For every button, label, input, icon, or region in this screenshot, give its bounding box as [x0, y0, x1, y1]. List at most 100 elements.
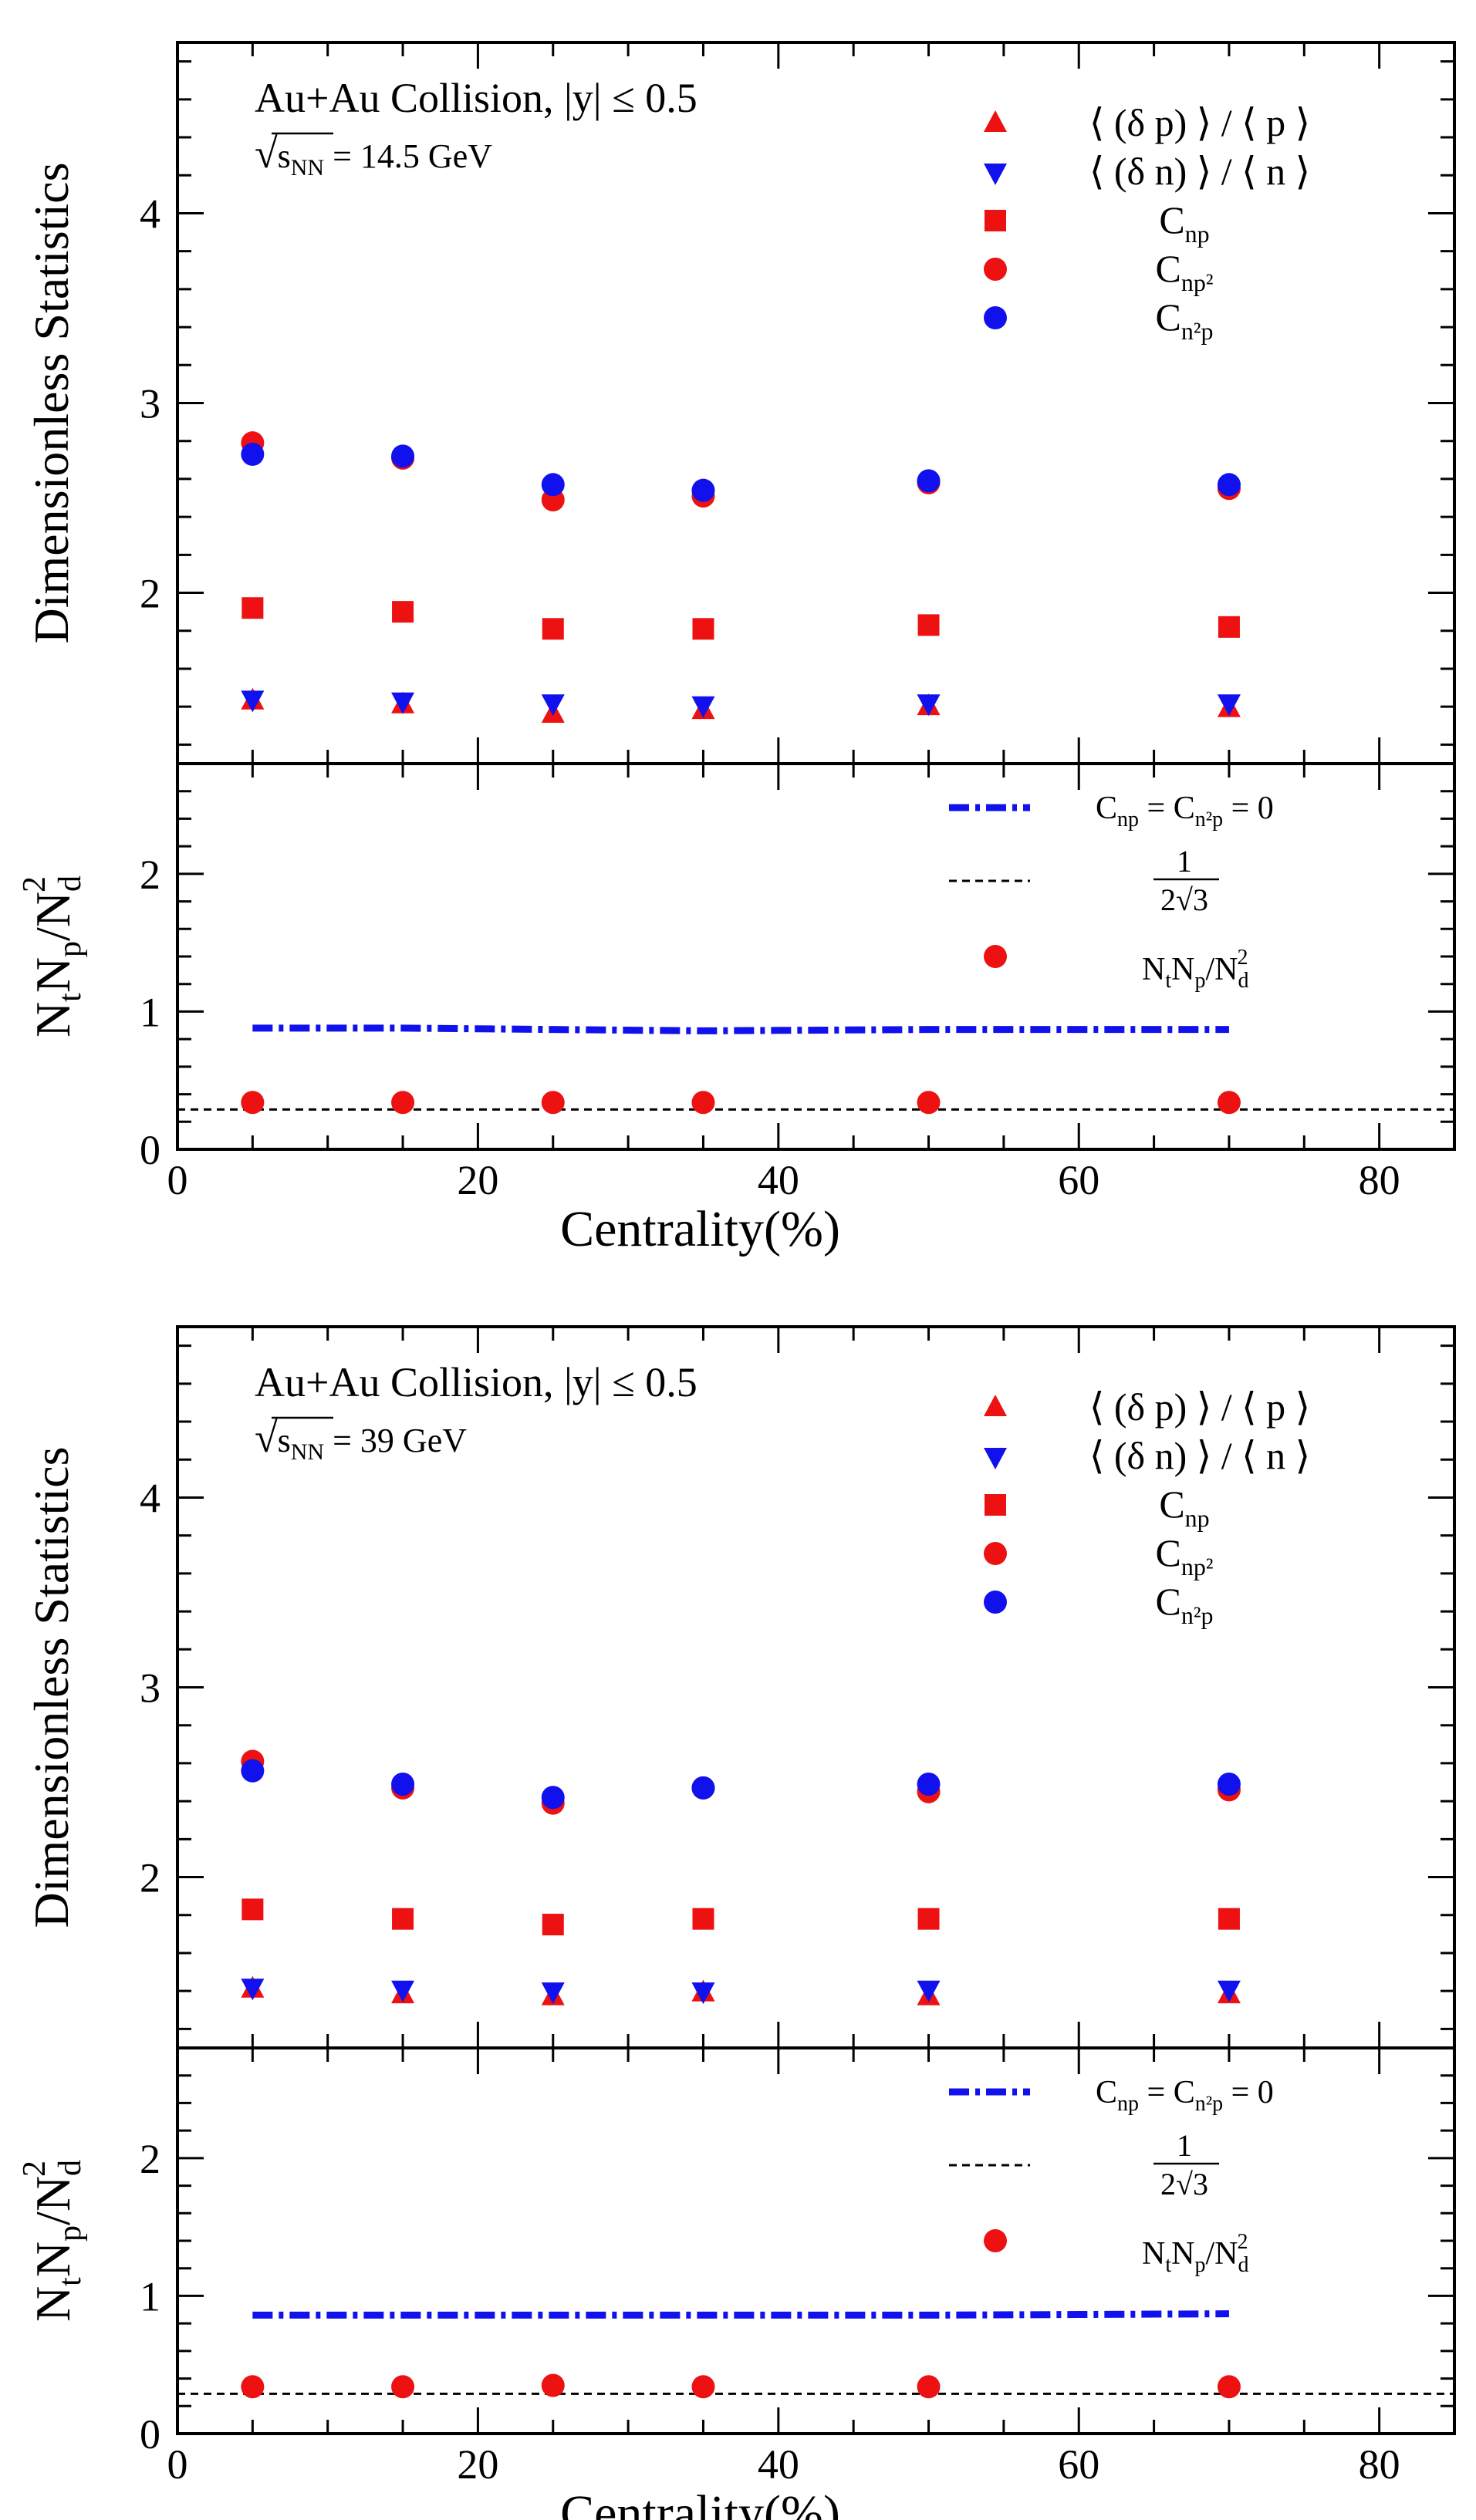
- text-part: 0: [167, 2441, 188, 2488]
- text-part: 2√3: [1160, 882, 1208, 917]
- text-part: Au+Au Collision, |y| ≤ 0.5: [255, 1359, 697, 1405]
- legend-label: Cn²p: [1156, 1580, 1214, 1629]
- text-part: t: [52, 993, 88, 1002]
- data-point: [241, 597, 264, 619]
- x-tick-label: 60: [1058, 2441, 1099, 2488]
- data-point: [392, 601, 414, 623]
- data-point: [542, 1914, 564, 1936]
- text-part: N: [25, 957, 80, 993]
- text-part: np: [1185, 1504, 1210, 1532]
- text-part: n²p: [1181, 317, 1214, 345]
- y-axis-label: NtNp/Nd2: [17, 875, 88, 1037]
- legend-label: ⟨ (δ p) ⟩ / ⟨ p ⟩: [1089, 1385, 1310, 1429]
- data-point: [391, 1772, 415, 1796]
- legend-marker: [984, 1591, 1007, 1614]
- legend-marker: [984, 164, 1007, 185]
- data-point: [241, 442, 265, 466]
- text-part: = 39 GeV: [324, 1422, 467, 1459]
- y-axis-label: Dimensionless Statistics: [24, 1447, 79, 1928]
- data-point: [691, 1091, 715, 1115]
- text-part: C: [1096, 2075, 1117, 2110]
- text-part: 2: [140, 852, 160, 898]
- text-part: ⟨ (δ p) ⟩ / ⟨ p ⟩: [1089, 1385, 1310, 1429]
- data-point: [691, 1776, 715, 1800]
- text-part: N: [25, 1002, 80, 1037]
- text-part: t: [1165, 2253, 1171, 2277]
- x-tick-label: 80: [1359, 1157, 1400, 1203]
- text-part: ⟨ (δ n) ⟩ / ⟨ n ⟩: [1089, 1434, 1310, 1477]
- text-part: Centrality(%): [560, 2485, 840, 2520]
- text-part: N: [1171, 2236, 1194, 2272]
- text-part: 0: [140, 1127, 160, 1173]
- y-tick-label: 3: [140, 381, 160, 427]
- legend-marker: [984, 1542, 1007, 1565]
- data-point: [691, 1982, 715, 2005]
- x-tick-label: 60: [1058, 1157, 1099, 1203]
- text-part: 2: [140, 571, 160, 617]
- text-part: p: [1194, 969, 1205, 993]
- y-tick-label: 2: [140, 852, 160, 898]
- y-tick-label: 3: [140, 1665, 160, 1712]
- y-axis-label: NtNp/Nd2: [17, 2160, 88, 2322]
- text-part: N: [1171, 952, 1194, 987]
- legend-marker: [984, 1448, 1007, 1469]
- text-part: = C: [1139, 791, 1195, 826]
- text-part: ⟨ (δ p) ⟩ / ⟨ p ⟩: [1089, 101, 1310, 144]
- y-tick-label: 1: [140, 989, 160, 1035]
- text-part: t: [1165, 969, 1171, 993]
- text-part: 1: [1177, 2128, 1192, 2163]
- text-part: N: [25, 2286, 80, 2322]
- collision-annotation: Au+Au Collision, |y| ≤ 0.5: [255, 1359, 697, 1405]
- legend-label: ⟨ (δ n) ⟩ / ⟨ n ⟩: [1089, 1434, 1310, 1477]
- data-point: [917, 2375, 941, 2399]
- x-tick-label: 20: [457, 1157, 498, 1203]
- text-part: N: [1142, 2236, 1165, 2272]
- data-point: [692, 1908, 714, 1930]
- text-part: n²p: [1195, 808, 1223, 832]
- data-point: [241, 690, 265, 713]
- data-point: [692, 618, 714, 640]
- text-part: /N: [25, 892, 80, 941]
- text-part: Dimensionless Statistics: [24, 163, 79, 644]
- legend-fraction-denominator: 2√3: [1160, 2167, 1208, 2201]
- energy-annotation: √sNN = 14.5 GeV: [255, 130, 492, 180]
- data-point: [691, 696, 715, 718]
- data-point: [241, 1898, 264, 1921]
- legend-label: Cnp²: [1156, 247, 1214, 296]
- text-part: Dimensionless Statistics: [24, 1447, 79, 1928]
- x-tick-label: 0: [167, 1157, 188, 1203]
- text-part: C: [1156, 1531, 1181, 1574]
- legend-label: Cnp: [1159, 198, 1209, 248]
- data-point: [917, 1091, 941, 1115]
- x-tick-label: 80: [1359, 2441, 1400, 2488]
- legend-marker: [984, 2229, 1007, 2252]
- text-part: √: [255, 130, 278, 177]
- energy-annotation: √sNN = 39 GeV: [255, 1415, 467, 1465]
- data-point: [541, 1786, 565, 1810]
- text-part: d: [1238, 969, 1248, 993]
- text-part: p: [1194, 2253, 1205, 2277]
- data-point: [391, 1091, 415, 1115]
- text-part: 40: [758, 1157, 799, 1203]
- text-part: NN: [291, 1439, 324, 1465]
- data-point: [241, 1759, 265, 1783]
- legend-label: Cn²p: [1156, 295, 1214, 345]
- text-part: 20: [457, 2441, 498, 2488]
- legend-label: Cnp = Cn²p = 0: [1096, 791, 1274, 832]
- text-part: d: [1238, 2253, 1248, 2277]
- data-point: [241, 1091, 265, 1115]
- x-tick-label: 40: [758, 2441, 799, 2488]
- text-part: n²p: [1181, 1601, 1214, 1629]
- text-part: 0: [167, 1157, 188, 1203]
- data-point: [391, 692, 415, 714]
- text-part: 1: [140, 2273, 160, 2319]
- y-tick-label: 2: [140, 2136, 160, 2182]
- text-part: /N: [25, 2176, 80, 2225]
- x-tick-label: 0: [167, 2441, 188, 2488]
- text-part: 60: [1058, 2441, 1099, 2488]
- legend-marker: [985, 210, 1006, 231]
- text-part: √: [255, 1415, 278, 1461]
- text-part: C: [1096, 791, 1117, 826]
- y-tick-label: 4: [140, 191, 160, 237]
